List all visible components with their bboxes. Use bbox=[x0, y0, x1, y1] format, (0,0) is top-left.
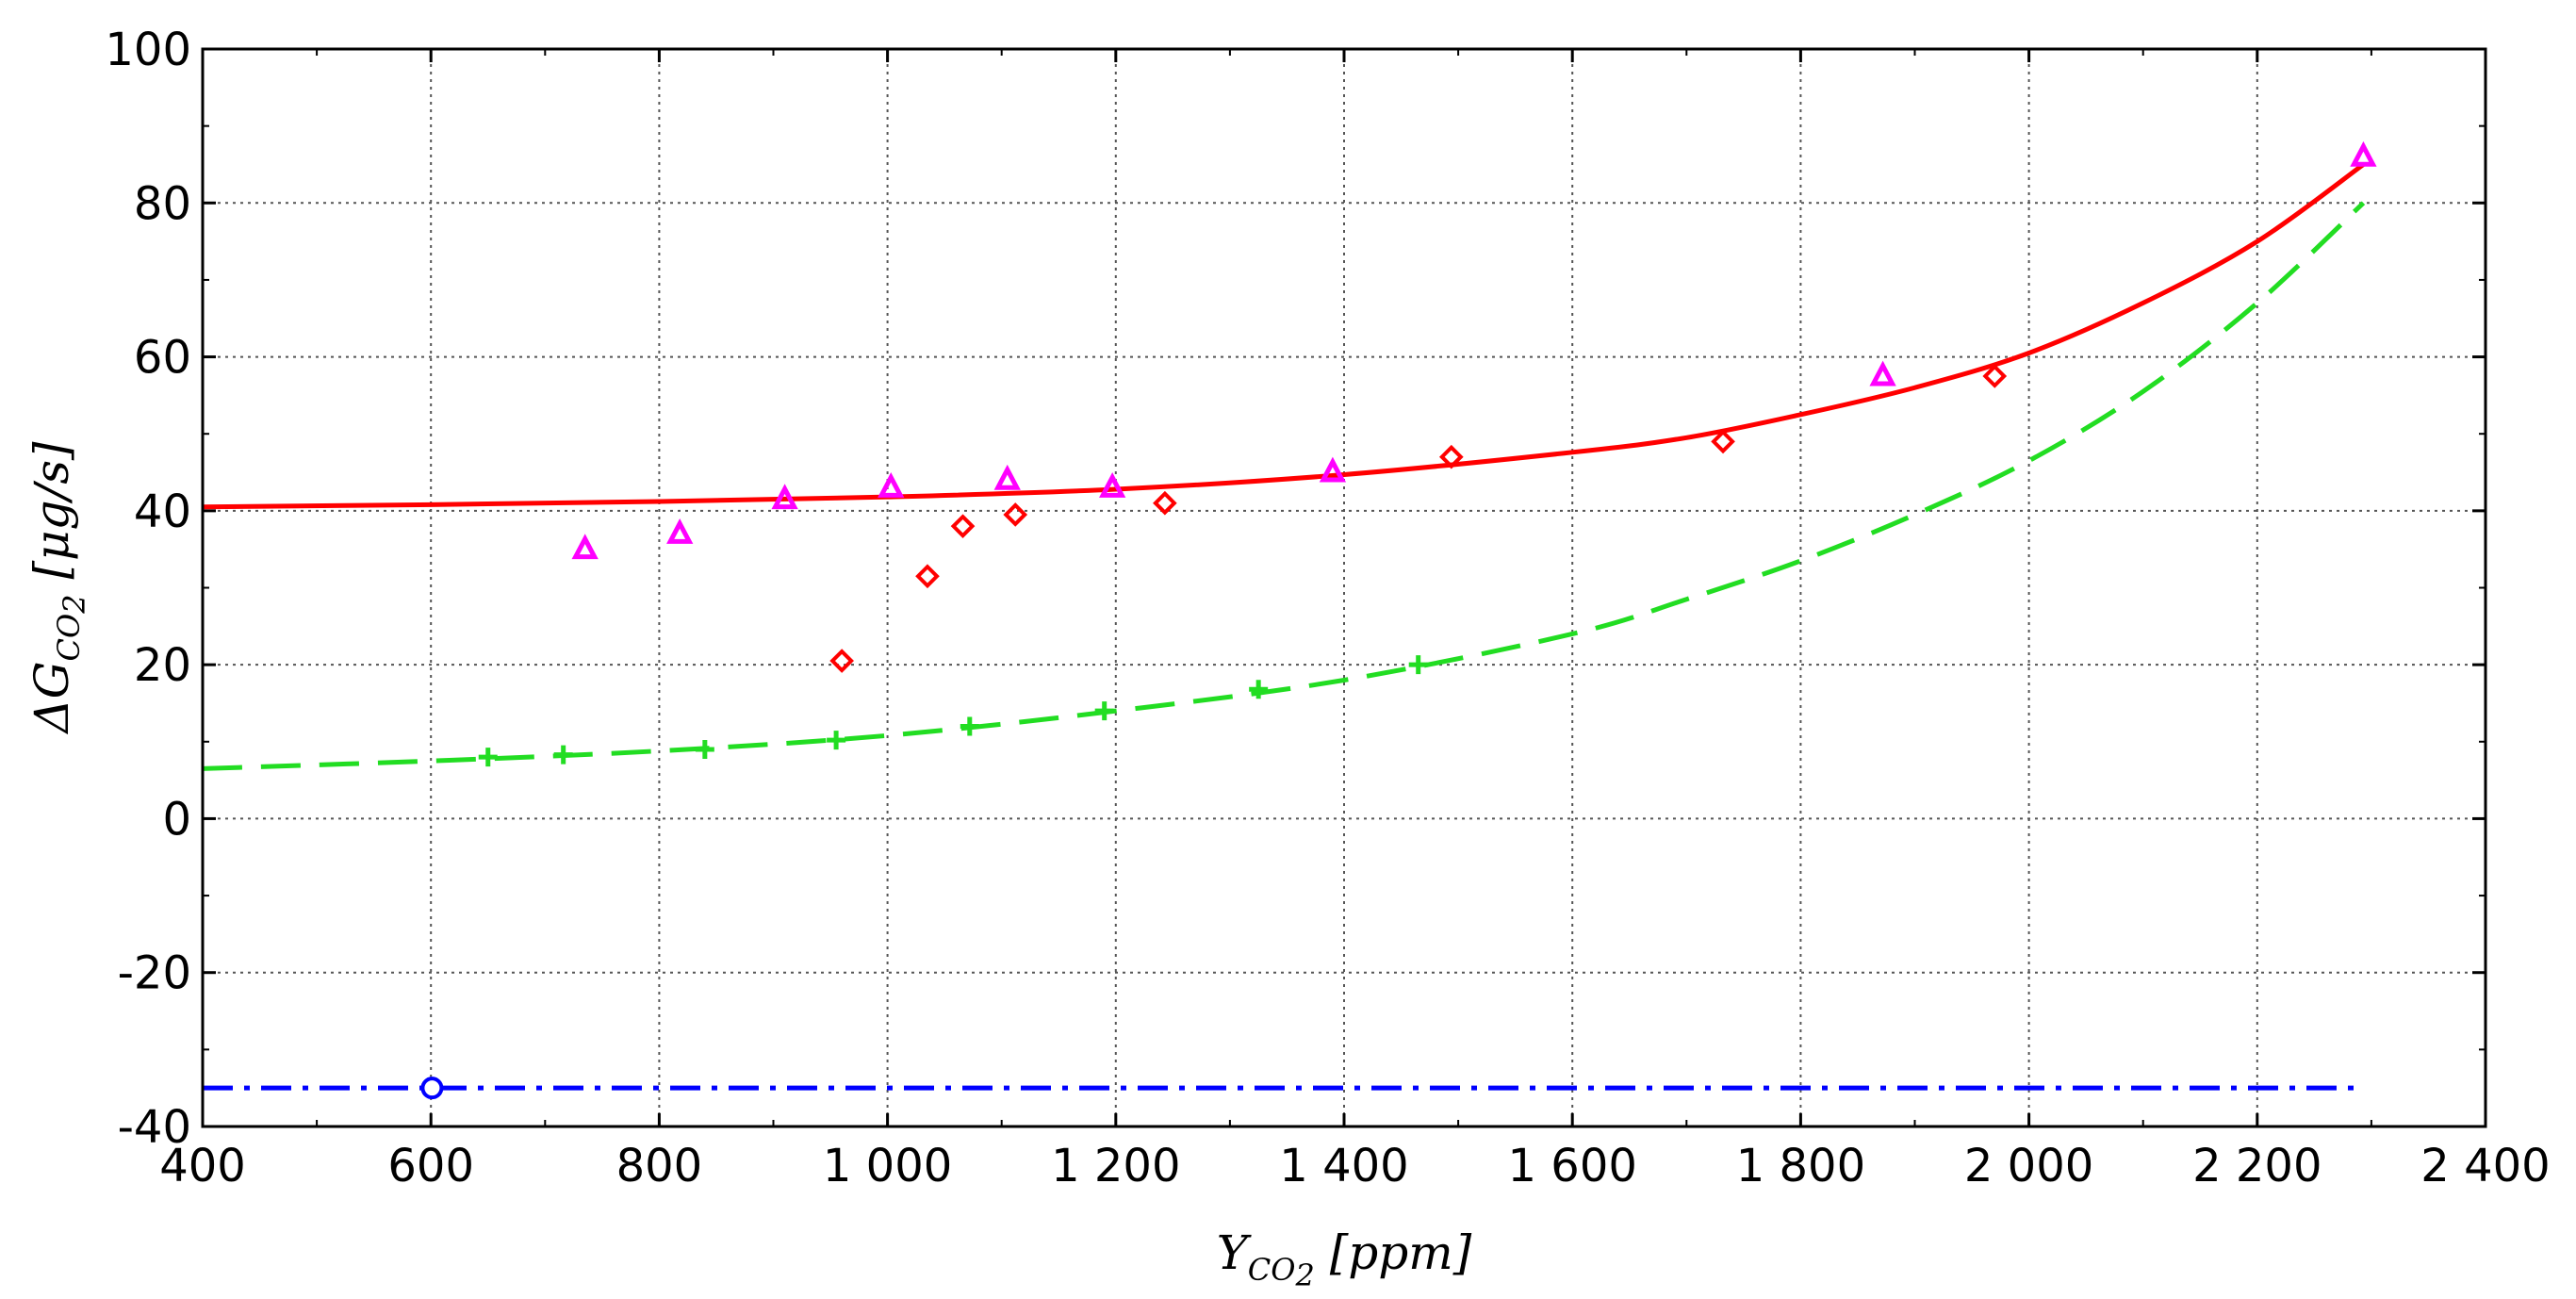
x-tick-label: 1 200 bbox=[1051, 1140, 1180, 1192]
plot-frame bbox=[201, 47, 2487, 1128]
x-tick-label: 1 400 bbox=[1279, 1140, 1408, 1192]
diamond-point bbox=[1439, 444, 1464, 469]
circle-point bbox=[420, 1077, 444, 1100]
plus-point bbox=[1094, 701, 1114, 721]
x-tick-label: 2 000 bbox=[1964, 1140, 2093, 1192]
x-tick-label: 1 800 bbox=[1736, 1140, 1865, 1192]
diamond-point bbox=[829, 649, 854, 673]
axis-ticks: 400 600 800 1 000 1 200 1 400 1 600 1 800 2 000 2… bbox=[105, 24, 2550, 1192]
x-tick-label: 2 200 bbox=[2192, 1140, 2322, 1192]
x-tick-label: 1 600 bbox=[1507, 1140, 1636, 1192]
grid bbox=[203, 49, 2486, 1126]
triangle-point bbox=[1319, 456, 1347, 483]
triangle-point bbox=[993, 464, 1021, 490]
y-tick-label: 0 bbox=[162, 793, 191, 846]
y-tick-label: 100 bbox=[105, 24, 191, 76]
diamond-point bbox=[950, 514, 976, 539]
diamond-point bbox=[1711, 429, 1735, 454]
triangle-point bbox=[666, 518, 694, 544]
plus-point bbox=[553, 745, 573, 765]
triangle-point bbox=[1869, 360, 1896, 386]
diamond-point bbox=[1153, 490, 1177, 516]
plus-point bbox=[960, 716, 979, 736]
x-tick-label: 2 400 bbox=[2420, 1140, 2550, 1192]
triangle-point bbox=[2350, 140, 2377, 167]
y-axis-title: ΔGCO2 [μg/s] bbox=[25, 441, 92, 735]
fit-line-solid bbox=[203, 162, 2365, 510]
x-tick-label: 400 bbox=[159, 1140, 246, 1192]
plus-point bbox=[1408, 655, 1428, 675]
y-tick-label: 80 bbox=[134, 177, 191, 230]
fit-lines bbox=[203, 162, 2366, 1091]
diamond-point bbox=[1003, 502, 1028, 527]
plot-border bbox=[201, 47, 2487, 1128]
plus-point bbox=[1249, 680, 1269, 699]
data-points bbox=[420, 140, 2377, 1100]
triangle-point bbox=[878, 471, 905, 498]
plus-point bbox=[695, 739, 714, 759]
y-tick-label: 60 bbox=[134, 332, 191, 385]
y-tick-label: 40 bbox=[134, 485, 191, 538]
y-tick-label: -40 bbox=[118, 1101, 191, 1154]
diamond-point bbox=[915, 564, 940, 589]
y-tick-label: 20 bbox=[134, 639, 191, 692]
triangle-point bbox=[571, 534, 599, 560]
x-axis-title: YCO2 [ppm] bbox=[1217, 1225, 1472, 1293]
y-tick-label: -20 bbox=[118, 947, 191, 1000]
fit-line-dashed bbox=[203, 201, 2366, 771]
x-tick-label: 1 000 bbox=[823, 1140, 952, 1192]
triangle-point bbox=[771, 484, 798, 510]
diamond-point bbox=[1982, 364, 2008, 388]
plus-point bbox=[827, 731, 846, 750]
x-tick-label: 800 bbox=[616, 1140, 703, 1192]
triangle-point bbox=[1099, 471, 1126, 498]
x-tick-label: 600 bbox=[387, 1140, 474, 1192]
plus-point bbox=[478, 748, 498, 767]
